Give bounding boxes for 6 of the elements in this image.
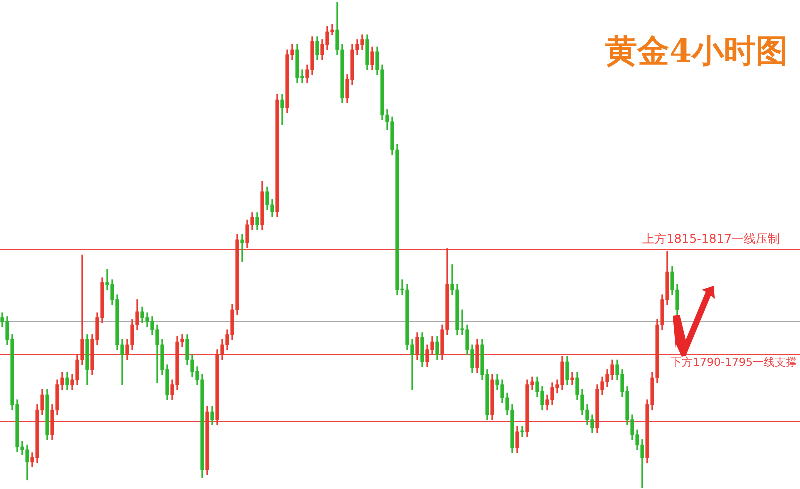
candlestick bbox=[240, 234, 244, 262]
candlestick bbox=[520, 426, 524, 438]
ref-line-label: 下方1790-1795一线支撑 bbox=[671, 356, 797, 370]
ref-line-label: 上方1815-1817一线压制 bbox=[642, 232, 780, 246]
text: 黄金4小时图 bbox=[606, 31, 788, 72]
candlestick bbox=[570, 372, 574, 386]
